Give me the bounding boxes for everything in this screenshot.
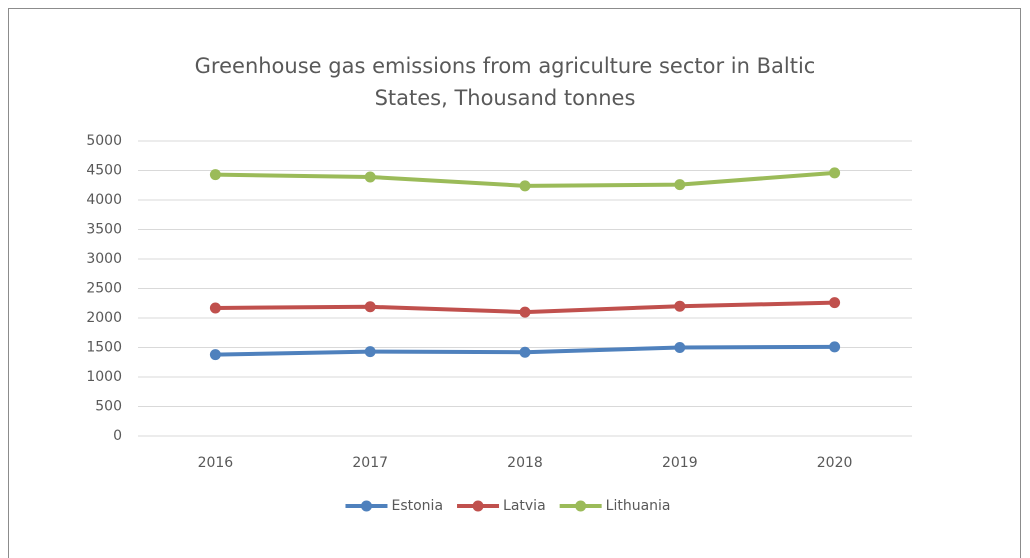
data-point bbox=[364, 171, 376, 183]
chart-title: Greenhouse gas emissions from agricultur… bbox=[194, 54, 816, 110]
legend-marker bbox=[360, 500, 372, 512]
x-tick-label: 2018 bbox=[507, 455, 543, 471]
legend-marker bbox=[575, 500, 587, 512]
y-tick-label: 5000 bbox=[86, 133, 122, 149]
y-tick-label: 4500 bbox=[86, 163, 122, 179]
y-tick-label: 500 bbox=[95, 399, 122, 415]
y-tick-label: 3000 bbox=[86, 251, 122, 267]
legend-label: Lithuania bbox=[606, 498, 671, 514]
x-tick-label: 2017 bbox=[352, 455, 388, 471]
data-point bbox=[674, 179, 686, 191]
data-point bbox=[519, 346, 531, 358]
y-tick-label: 4000 bbox=[86, 192, 122, 208]
legend-label: Estonia bbox=[391, 498, 443, 514]
data-point bbox=[209, 169, 221, 181]
y-tick-label: 1500 bbox=[86, 340, 122, 356]
data-point bbox=[829, 167, 841, 179]
y-tick-label: 0 bbox=[113, 428, 122, 444]
data-point bbox=[209, 302, 221, 314]
x-tick-label: 2019 bbox=[662, 455, 698, 471]
data-point bbox=[829, 297, 841, 309]
data-point bbox=[829, 341, 841, 353]
x-tick-label: 2016 bbox=[198, 455, 234, 471]
legend-marker bbox=[472, 500, 484, 512]
data-point bbox=[519, 306, 531, 318]
data-point bbox=[519, 180, 531, 192]
y-tick-label: 3500 bbox=[86, 222, 122, 238]
data-point bbox=[674, 342, 686, 353]
y-tick-label: 1000 bbox=[86, 369, 122, 385]
data-point bbox=[364, 346, 376, 358]
chart-frame bbox=[8, 8, 1021, 558]
x-tick-label: 2020 bbox=[817, 455, 853, 471]
data-point bbox=[674, 300, 686, 312]
legend-label: Latvia bbox=[503, 498, 546, 514]
y-tick-label: 2500 bbox=[86, 281, 122, 297]
data-point bbox=[364, 301, 376, 313]
data-point bbox=[209, 349, 221, 361]
y-tick-label: 2000 bbox=[86, 310, 122, 326]
